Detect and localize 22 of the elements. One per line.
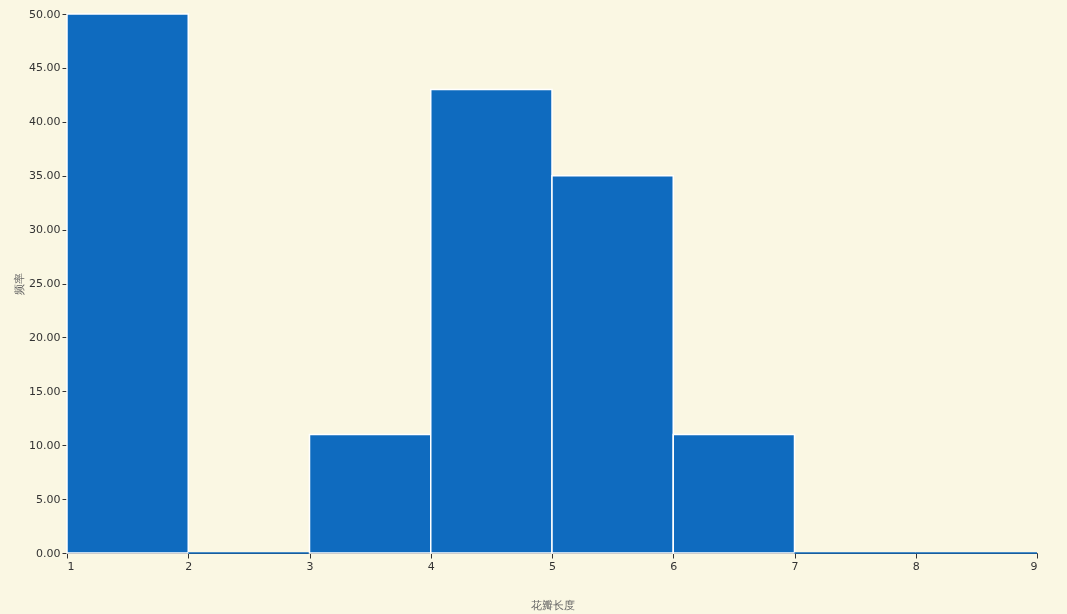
x-tick-label: 5 [549,559,556,573]
x-tick-label: 6 [670,559,678,573]
y-axis-title: 频率 [13,273,27,295]
y-tick-label: 25.00 [29,277,61,290]
x-tick-label: 7 [791,559,799,573]
y-tick-label: 20.00 [29,330,61,344]
y-tick-label: 10.00 [29,438,61,452]
y-tick-label: 45.00 [29,61,61,75]
x-tick-label: 1 [67,559,75,573]
x-axis-title: 花瓣长度 [530,598,575,612]
y-tick-label: 0.00 [36,546,61,560]
y-tick-label: 5.00 [36,492,61,506]
y-tick-label: 15.00 [29,384,61,398]
y-tick-label: 30.00 [29,223,61,237]
x-tick-label: 4 [427,559,435,573]
x-tick-label: 8 [912,559,920,573]
x-tick-label: 9 [1030,559,1038,573]
x-tick-label: 2 [185,559,193,573]
y-tick-label: 50.00 [29,7,61,21]
x-tick-label: 3 [306,559,314,573]
y-tick-label: 40.00 [29,115,61,129]
y-tick-label: 35.00 [29,169,61,183]
